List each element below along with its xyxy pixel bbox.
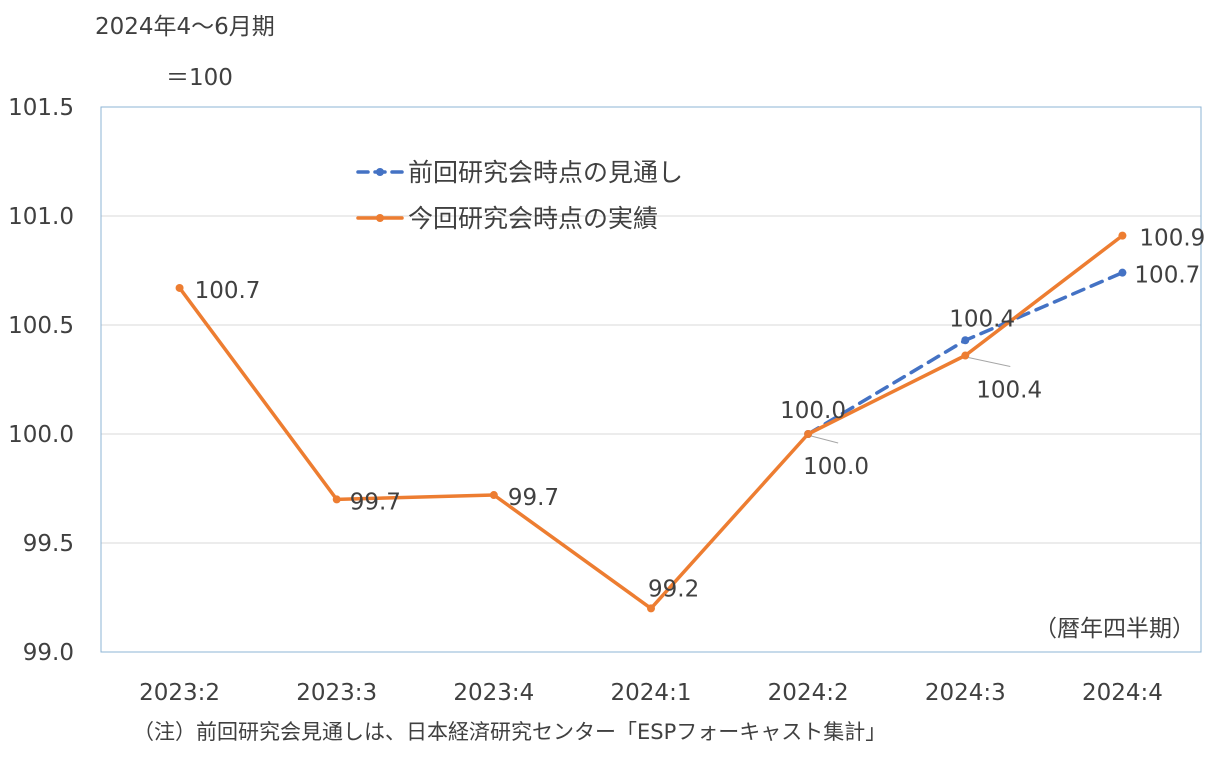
grid-lines <box>101 215 1201 544</box>
series-point-0 <box>1118 268 1127 277</box>
data-label: 100.4 <box>949 306 1015 332</box>
series-point-1 <box>332 495 341 504</box>
unit-label-line2: ＝100 <box>166 65 233 91</box>
series-point-0 <box>961 336 970 345</box>
unit-label-line1: 2024年4〜6月期 <box>95 14 275 40</box>
x-tick-label: 2023:2 <box>139 680 220 706</box>
y-tick-label: 99.5 <box>23 531 74 557</box>
series-point-1 <box>489 491 498 500</box>
y-axis-tick-labels: 99.0 99.5 100.0 100.5 101.0 101.5 <box>8 95 74 666</box>
y-tick-label: 100.5 <box>8 313 74 339</box>
x-tick-label: 2023:3 <box>296 680 377 706</box>
x-tick-label: 2024:1 <box>611 680 692 706</box>
x-tick-label: 2023:4 <box>453 680 534 706</box>
series-group <box>175 231 1127 613</box>
x-tick-label: 2024:2 <box>768 680 849 706</box>
data-label: 100.0 <box>780 398 846 424</box>
plot-area-border <box>100 106 1202 653</box>
series-line-1 <box>177 233 1125 611</box>
footnote: （注）前回研究会見通しは、日本経済研究センター「ESPフォーキャスト集計」 <box>133 720 886 744</box>
data-label: 100.0 <box>803 454 869 480</box>
legend-marker-1 <box>376 214 384 222</box>
period-label: （暦年四半期） <box>1034 616 1195 642</box>
y-tick-label: 99.0 <box>23 640 74 666</box>
series-point-1 <box>1118 231 1127 240</box>
data-label: 99.7 <box>508 485 559 511</box>
label-leader-line <box>811 435 839 444</box>
series-point-1 <box>647 604 655 613</box>
legend-label-1: 今回研究会時点の実績 <box>408 204 658 233</box>
legend-marker-0 <box>376 168 384 176</box>
legend-label-0: 前回研究会時点の見通し <box>408 158 683 187</box>
data-label: 99.7 <box>350 489 401 515</box>
data-label: 100.7 <box>195 278 261 304</box>
series-point-1 <box>961 351 970 360</box>
data-label: 100.4 <box>976 378 1042 404</box>
data-label: 100.9 <box>1139 226 1205 252</box>
x-tick-label: 2024:4 <box>1082 680 1163 706</box>
x-axis-tick-labels: 2023:2 2023:3 2023:4 2024:1 2024:2 2024:3 2024… <box>139 680 1163 706</box>
y-tick-label: 101.5 <box>8 95 74 121</box>
series-point-1 <box>175 283 184 292</box>
series-point-1 <box>804 430 813 438</box>
data-label: 99.2 <box>648 576 699 602</box>
x-tick-label: 2024:3 <box>925 680 1006 706</box>
data-label: 100.7 <box>1134 263 1200 289</box>
y-tick-label: 100.0 <box>8 422 74 448</box>
data-labels: 100.0 100.4 100.7 100.7 99.7 99.7 99.2 100.0 100… <box>195 226 1206 603</box>
label-leader-line <box>968 357 1011 368</box>
y-tick-label: 101.0 <box>8 204 74 230</box>
